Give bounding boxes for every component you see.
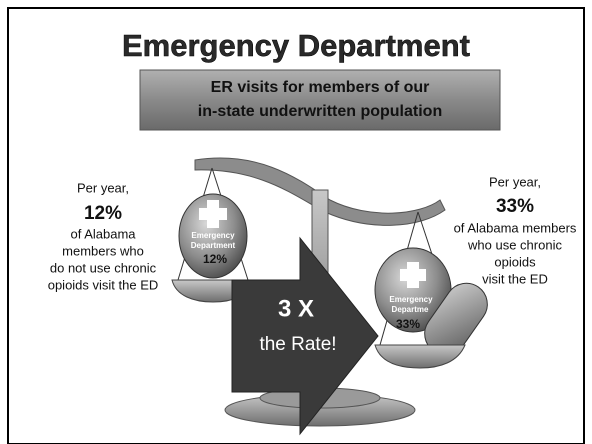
badge-text: Emergency — [191, 231, 235, 240]
badge-text: Department — [191, 241, 236, 250]
badge-percent: 12% — [203, 252, 227, 266]
left-intro: Per year, — [77, 180, 129, 195]
banner-line: in-state underwritten population — [198, 103, 442, 120]
arrow-small: the Rate! — [259, 334, 336, 355]
left-line: opioids visit the ED — [48, 277, 159, 292]
left-line: of Alabama — [70, 226, 136, 241]
left-percent: 12% — [84, 203, 122, 224]
title: Emergency Department — [122, 28, 470, 63]
right-intro: Per year, — [489, 174, 541, 189]
frame — [7, 7, 585, 444]
right-line: of Alabama members — [454, 220, 577, 235]
badge-text: Emergency — [389, 295, 433, 304]
right-line: visit the ED — [482, 271, 548, 286]
left-line: members who — [62, 243, 144, 258]
banner — [139, 69, 501, 131]
badge-text: Departme — [392, 305, 429, 314]
right-line: who use chronic — [467, 237, 562, 252]
right-line: opioids — [494, 254, 536, 269]
arrow-big: 3 X — [278, 295, 314, 322]
arrow — [231, 236, 379, 436]
badge-percent: 33% — [396, 317, 420, 331]
banner-line: ER visits for members of our — [211, 79, 430, 96]
left-line: do not use chronic — [50, 260, 157, 275]
right-percent: 33% — [496, 196, 534, 217]
